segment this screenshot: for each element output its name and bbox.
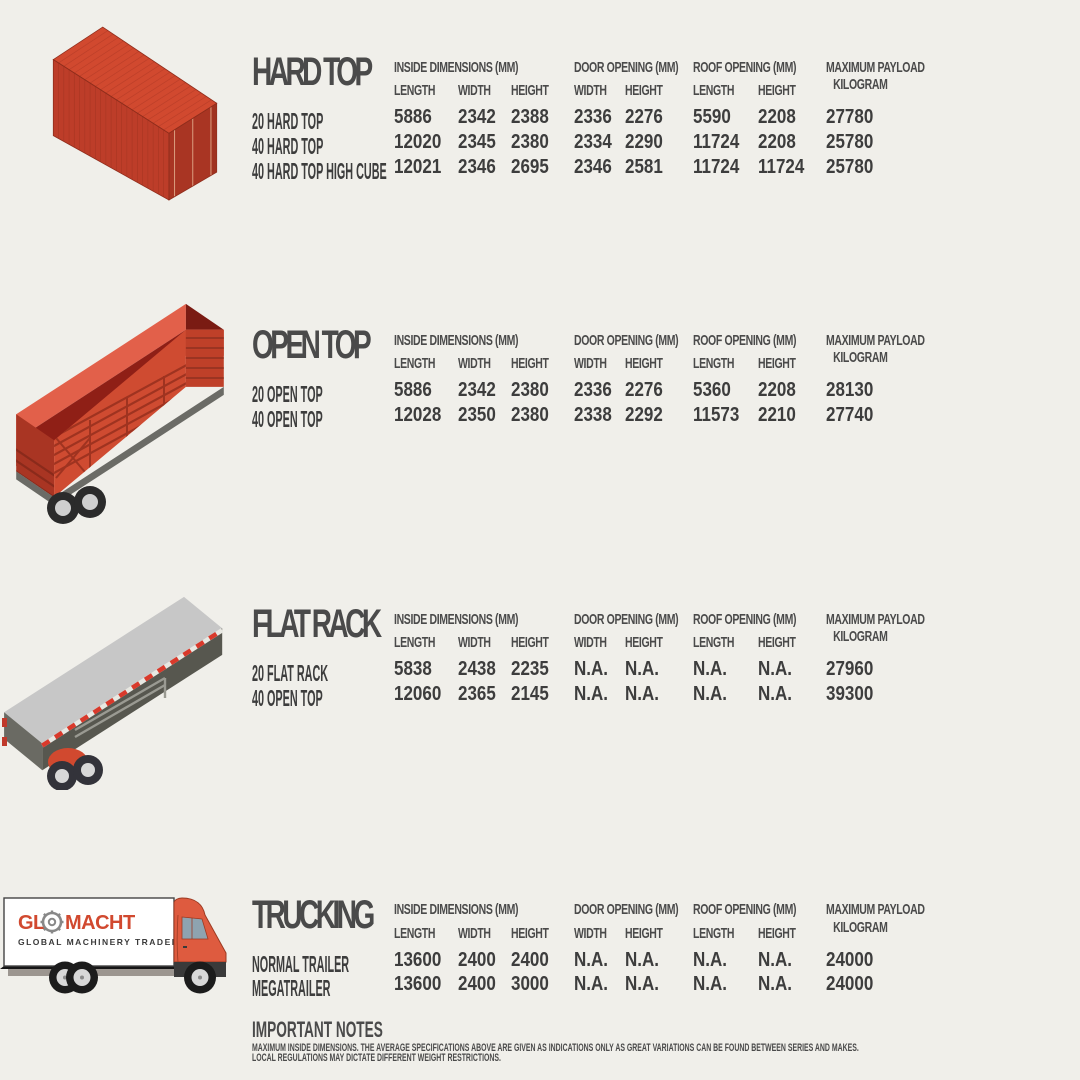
svg-text:GLOBAL MACHINERY TRADER: GLOBAL MACHINERY TRADER bbox=[18, 937, 179, 947]
svg-text:MACHT: MACHT bbox=[65, 912, 135, 934]
